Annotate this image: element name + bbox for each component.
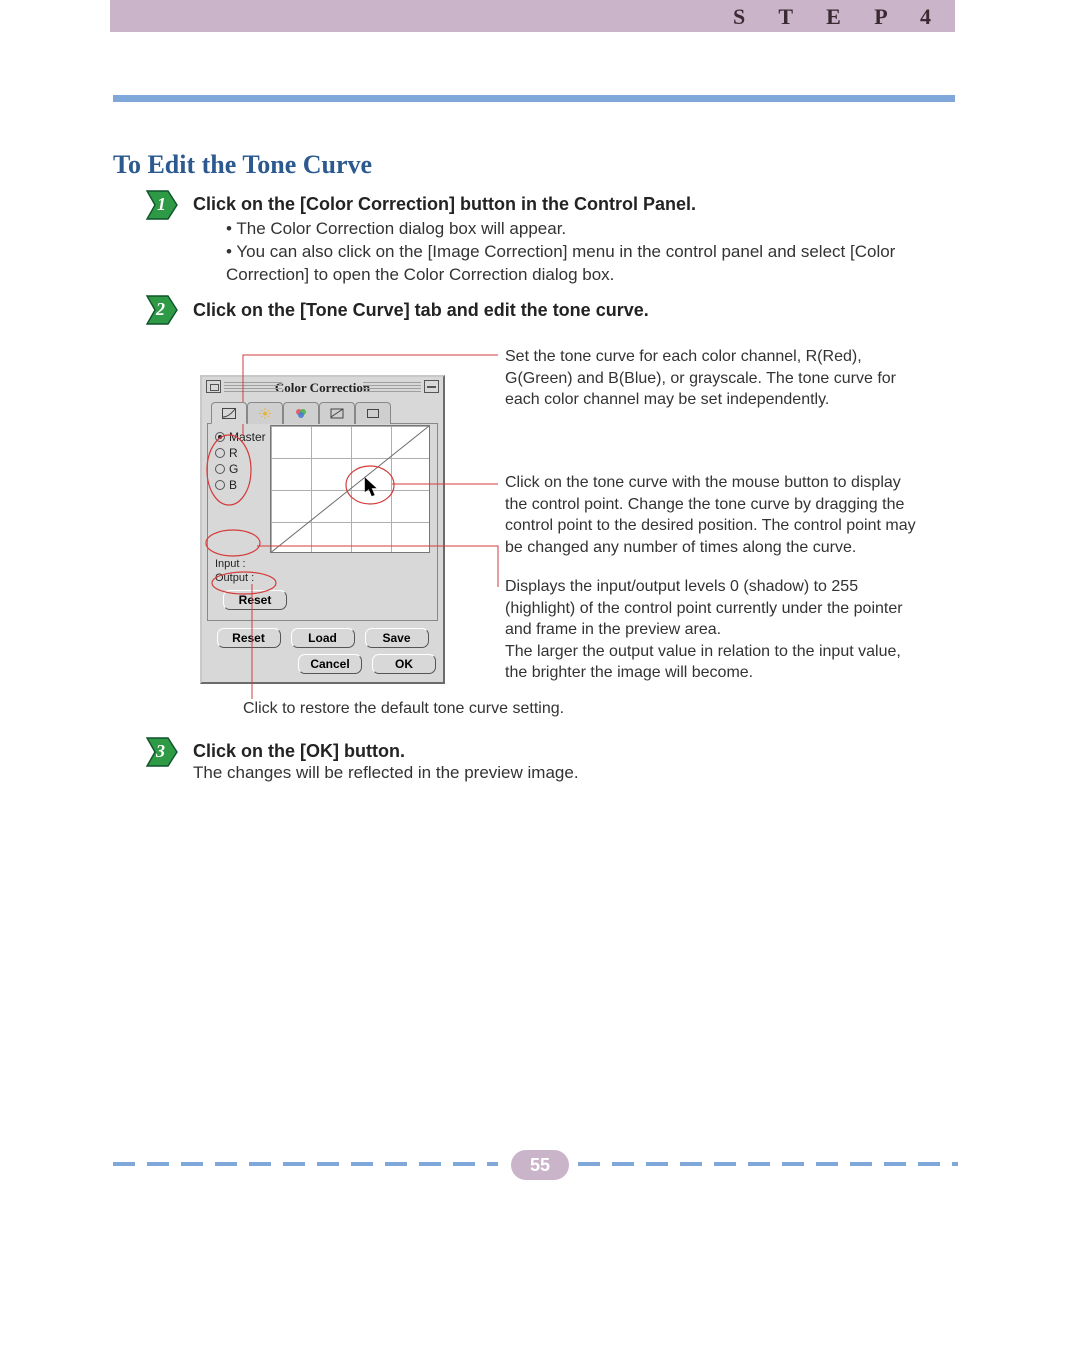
step-2-heading: Click on the [Tone Curve] tab and edit t… [193, 300, 649, 321]
tone-curve-panel: Master R G B Input : Outp [207, 423, 438, 621]
save-button[interactable]: Save [365, 628, 429, 648]
reset-button[interactable]: Reset [217, 628, 281, 648]
step-1-badge: 1 [144, 188, 178, 222]
footer-dashes-left [113, 1162, 498, 1166]
step-1-bullet-0: • The Color Correction dialog box will a… [226, 218, 946, 241]
dialog-title-text: Color Correction [275, 380, 370, 395]
channel-master-label: Master [229, 430, 266, 444]
card-icon [366, 408, 380, 419]
color-correction-dialog: Color Correction Master R [200, 375, 445, 684]
tab-levels[interactable] [319, 402, 355, 424]
load-button[interactable]: Load [291, 628, 355, 648]
rgb-icon [294, 408, 308, 419]
curve-icon [222, 408, 236, 419]
step-header: S T E P 4 [733, 4, 945, 30]
step-3-body: The changes will be reflected in the pre… [193, 762, 893, 785]
step-2-num: 2 [155, 299, 165, 319]
step-1-body: • The Color Correction dialog box will a… [226, 218, 946, 287]
step-2-badge: 2 [144, 293, 178, 327]
close-icon[interactable] [206, 380, 221, 393]
tab-tone-curve[interactable] [211, 402, 247, 424]
tab-color-bal[interactable] [283, 402, 319, 424]
blue-rule [113, 95, 955, 102]
tabs [202, 399, 443, 424]
step-3-num: 3 [155, 741, 165, 761]
curve-line [271, 426, 429, 552]
levels-icon [330, 408, 344, 419]
reset-curve-button[interactable]: Reset [223, 590, 287, 610]
output-label: Output : [215, 572, 430, 584]
channel-r-label: R [229, 446, 238, 460]
channel-g-label: G [229, 462, 238, 476]
sun-icon [258, 408, 272, 419]
page-number: 55 [511, 1150, 569, 1180]
dialog-title: Color Correction [202, 377, 443, 399]
cancel-button[interactable]: Cancel [298, 654, 362, 674]
collapse-icon[interactable] [424, 380, 439, 393]
tab-other[interactable] [355, 402, 391, 424]
callout-io: Displays the input/output levels 0 (shad… [505, 576, 925, 684]
input-label: Input : [215, 558, 430, 570]
step-1-num: 1 [157, 194, 166, 214]
callout-channel: Set the tone curve for each color channe… [505, 346, 925, 411]
tab-brightness[interactable] [247, 402, 283, 424]
callout-reset: Click to restore the default tone curve … [243, 698, 743, 720]
channel-b-label: B [229, 478, 237, 492]
section-title: To Edit the Tone Curve [113, 150, 372, 180]
callout-curve: Click on the tone curve with the mouse b… [505, 472, 925, 558]
step-3-heading: Click on the [OK] button. [193, 741, 405, 762]
ok-button[interactable]: OK [372, 654, 436, 674]
cursor-icon [365, 477, 377, 496]
button-row-2: Cancel OK [209, 654, 436, 674]
tone-curve-graph[interactable] [270, 425, 430, 553]
io-readout: Input : Output : [215, 558, 430, 584]
footer-dashes-right [578, 1162, 958, 1166]
inner-reset-row: Reset [215, 586, 430, 612]
step-3-badge: 3 [144, 735, 178, 769]
step-1-heading: Click on the [Color Correction] button i… [193, 194, 696, 215]
button-row-1: Reset Load Save [209, 628, 436, 648]
step-1-bullet-1: • You can also click on the [Image Corre… [226, 241, 946, 287]
